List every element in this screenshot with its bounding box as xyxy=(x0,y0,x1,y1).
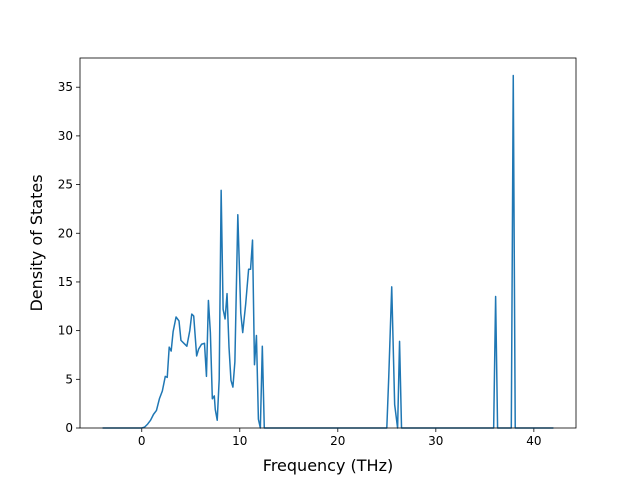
y-tick-label: 0 xyxy=(65,421,73,435)
y-tick-label: 25 xyxy=(58,178,73,192)
y-axis-label: Density of States xyxy=(27,174,46,311)
dos-series-line xyxy=(102,74,554,429)
x-tick-label: 0 xyxy=(138,434,146,448)
y-tick-label: 15 xyxy=(58,275,73,289)
x-tick-label: 20 xyxy=(330,434,345,448)
x-axis-label: Frequency (THz) xyxy=(263,456,393,475)
plot-frame xyxy=(79,57,577,429)
plot-area xyxy=(80,58,576,428)
y-axis-ticks: 0 5 10 15 20 25 30 35 xyxy=(58,80,80,435)
y-tick-label: 35 xyxy=(58,80,73,94)
x-tick-label: 30 xyxy=(428,434,443,448)
y-tick-label: 10 xyxy=(58,324,73,338)
x-tick-label: 40 xyxy=(526,434,541,448)
y-tick-label: 5 xyxy=(65,372,73,386)
x-tick-label: 10 xyxy=(232,434,247,448)
y-tick-label: 30 xyxy=(58,129,73,143)
y-tick-label: 20 xyxy=(58,226,73,240)
